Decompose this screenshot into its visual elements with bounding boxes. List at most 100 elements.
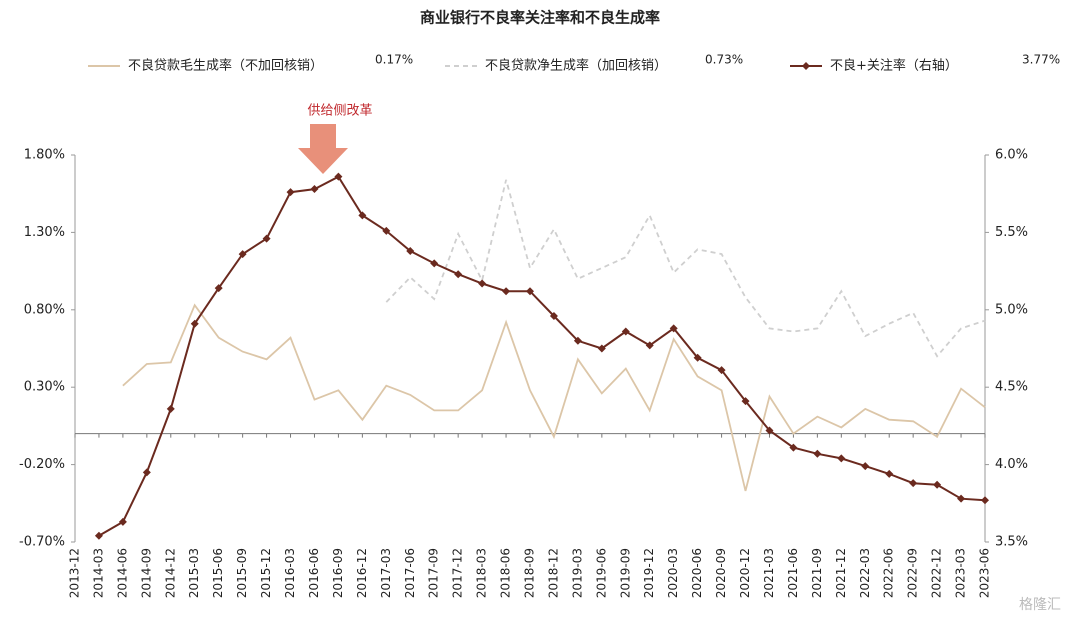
x-tick-label: 2020-09	[714, 548, 728, 598]
marker	[526, 287, 534, 296]
marker	[142, 468, 151, 477]
annotation-arrow	[298, 124, 348, 174]
x-tick-label: 2023-06	[978, 548, 992, 598]
legend-label: 不良贷款净生成率（加回核销）	[485, 58, 667, 74]
annotation: 供给侧改革	[307, 104, 372, 119]
watermark: 格隆汇	[1019, 597, 1061, 613]
legend-marker	[802, 62, 810, 70]
y-tick-label: -0.20%	[19, 457, 65, 472]
x-tick-label: 2016-09	[331, 548, 345, 598]
x-tick-label: 2017-06	[403, 548, 417, 598]
x-tick-label: 2016-12	[355, 548, 369, 598]
marker	[430, 259, 439, 268]
marker	[262, 234, 271, 243]
marker	[933, 480, 942, 489]
marker	[885, 469, 894, 478]
series-line	[122, 303, 986, 492]
x-tick-label: 2019-06	[594, 548, 608, 598]
x-tick-label: 2015-12	[259, 548, 273, 598]
x-tick-label: 2020-06	[690, 548, 704, 598]
marker	[214, 284, 223, 293]
series-line	[98, 175, 986, 537]
x-tick-label: 2013-12	[68, 548, 82, 598]
marker	[861, 462, 870, 471]
marker	[334, 172, 343, 181]
marker	[645, 341, 654, 350]
y2-tick-label: 5.5%	[995, 225, 1028, 240]
x-tick-label: 2022-12	[930, 548, 944, 598]
y2-tick-label: 3.5%	[995, 535, 1028, 550]
marker	[597, 344, 606, 353]
chart-title: 商业银行不良率关注率和不良生成率	[420, 9, 660, 27]
marker	[837, 454, 846, 463]
x-tick-label: 2015-09	[235, 548, 249, 598]
x-tick-label: 2014-06	[115, 548, 129, 598]
y2-tick-label: 4.5%	[995, 380, 1028, 395]
legend-label: 不良+关注率（右轴）	[830, 58, 958, 74]
marker	[286, 188, 295, 197]
x-tick-label: 2019-09	[618, 548, 632, 598]
legend-value: 3.77%	[1022, 53, 1060, 67]
x-tick-label: 2016-06	[307, 548, 321, 598]
marker	[382, 226, 391, 235]
marker	[94, 531, 103, 540]
x-tick-label: 2021-12	[834, 548, 848, 598]
x-tick-label: 2020-12	[738, 548, 752, 598]
marker	[621, 327, 630, 336]
x-tick-label: 2017-09	[427, 548, 441, 598]
x-tick-label: 2017-03	[379, 548, 393, 598]
marker	[190, 319, 199, 328]
marker	[765, 426, 774, 435]
x-tick-label: 2014-03	[91, 548, 105, 598]
marker	[118, 517, 127, 526]
y-tick-label: -0.70%	[19, 535, 65, 550]
marker	[741, 397, 750, 406]
y-tick-label: 0.80%	[24, 302, 65, 317]
marker	[981, 496, 989, 505]
marker	[573, 336, 582, 345]
y2-tick-label: 5.0%	[995, 302, 1028, 317]
x-tick-label: 2021-03	[762, 548, 776, 598]
marker	[813, 449, 822, 458]
marker	[693, 353, 702, 362]
x-tick-label: 2022-03	[858, 548, 872, 598]
x-tick-label: 2020-03	[666, 548, 680, 598]
marker	[957, 494, 966, 503]
x-tick-label: 2018-09	[523, 548, 537, 598]
marker	[358, 211, 367, 220]
marker	[549, 311, 558, 320]
x-tick-label: 2022-09	[906, 548, 920, 598]
marker	[717, 366, 726, 375]
marker	[406, 246, 415, 255]
y2-tick-label: 6.0%	[995, 148, 1028, 163]
y-tick-label: 1.80%	[24, 148, 65, 163]
x-tick-label: 2022-06	[882, 548, 896, 598]
legend-value: 0.17%	[375, 53, 413, 67]
x-tick-label: 2018-03	[475, 548, 489, 598]
marker	[238, 250, 247, 259]
x-tick-label: 2019-03	[570, 548, 584, 598]
x-tick-label: 2014-09	[139, 548, 153, 598]
marker	[669, 324, 678, 333]
x-tick-label: 2019-12	[642, 548, 656, 598]
x-tick-label: 2018-12	[546, 548, 560, 598]
legend-label: 不良贷款毛生成率（不加回核销）	[128, 58, 323, 74]
x-tick-label: 2018-06	[499, 548, 513, 598]
x-tick-label: 2021-06	[786, 548, 800, 598]
marker	[478, 279, 487, 288]
marker	[310, 185, 319, 194]
marker	[909, 479, 918, 488]
marker	[789, 443, 798, 452]
x-tick-label: 2015-06	[211, 548, 225, 598]
x-tick-label: 2023-03	[954, 548, 968, 598]
x-tick-label: 2016-03	[283, 548, 297, 598]
series-line	[385, 179, 986, 358]
marker	[502, 287, 511, 296]
x-tick-label: 2021-09	[810, 548, 824, 598]
y2-tick-label: 4.0%	[995, 457, 1028, 472]
legend-value: 0.73%	[705, 53, 743, 67]
x-tick-label: 2014-12	[163, 548, 177, 598]
x-tick-label: 2017-12	[451, 548, 465, 598]
y-tick-label: 1.30%	[24, 225, 65, 240]
